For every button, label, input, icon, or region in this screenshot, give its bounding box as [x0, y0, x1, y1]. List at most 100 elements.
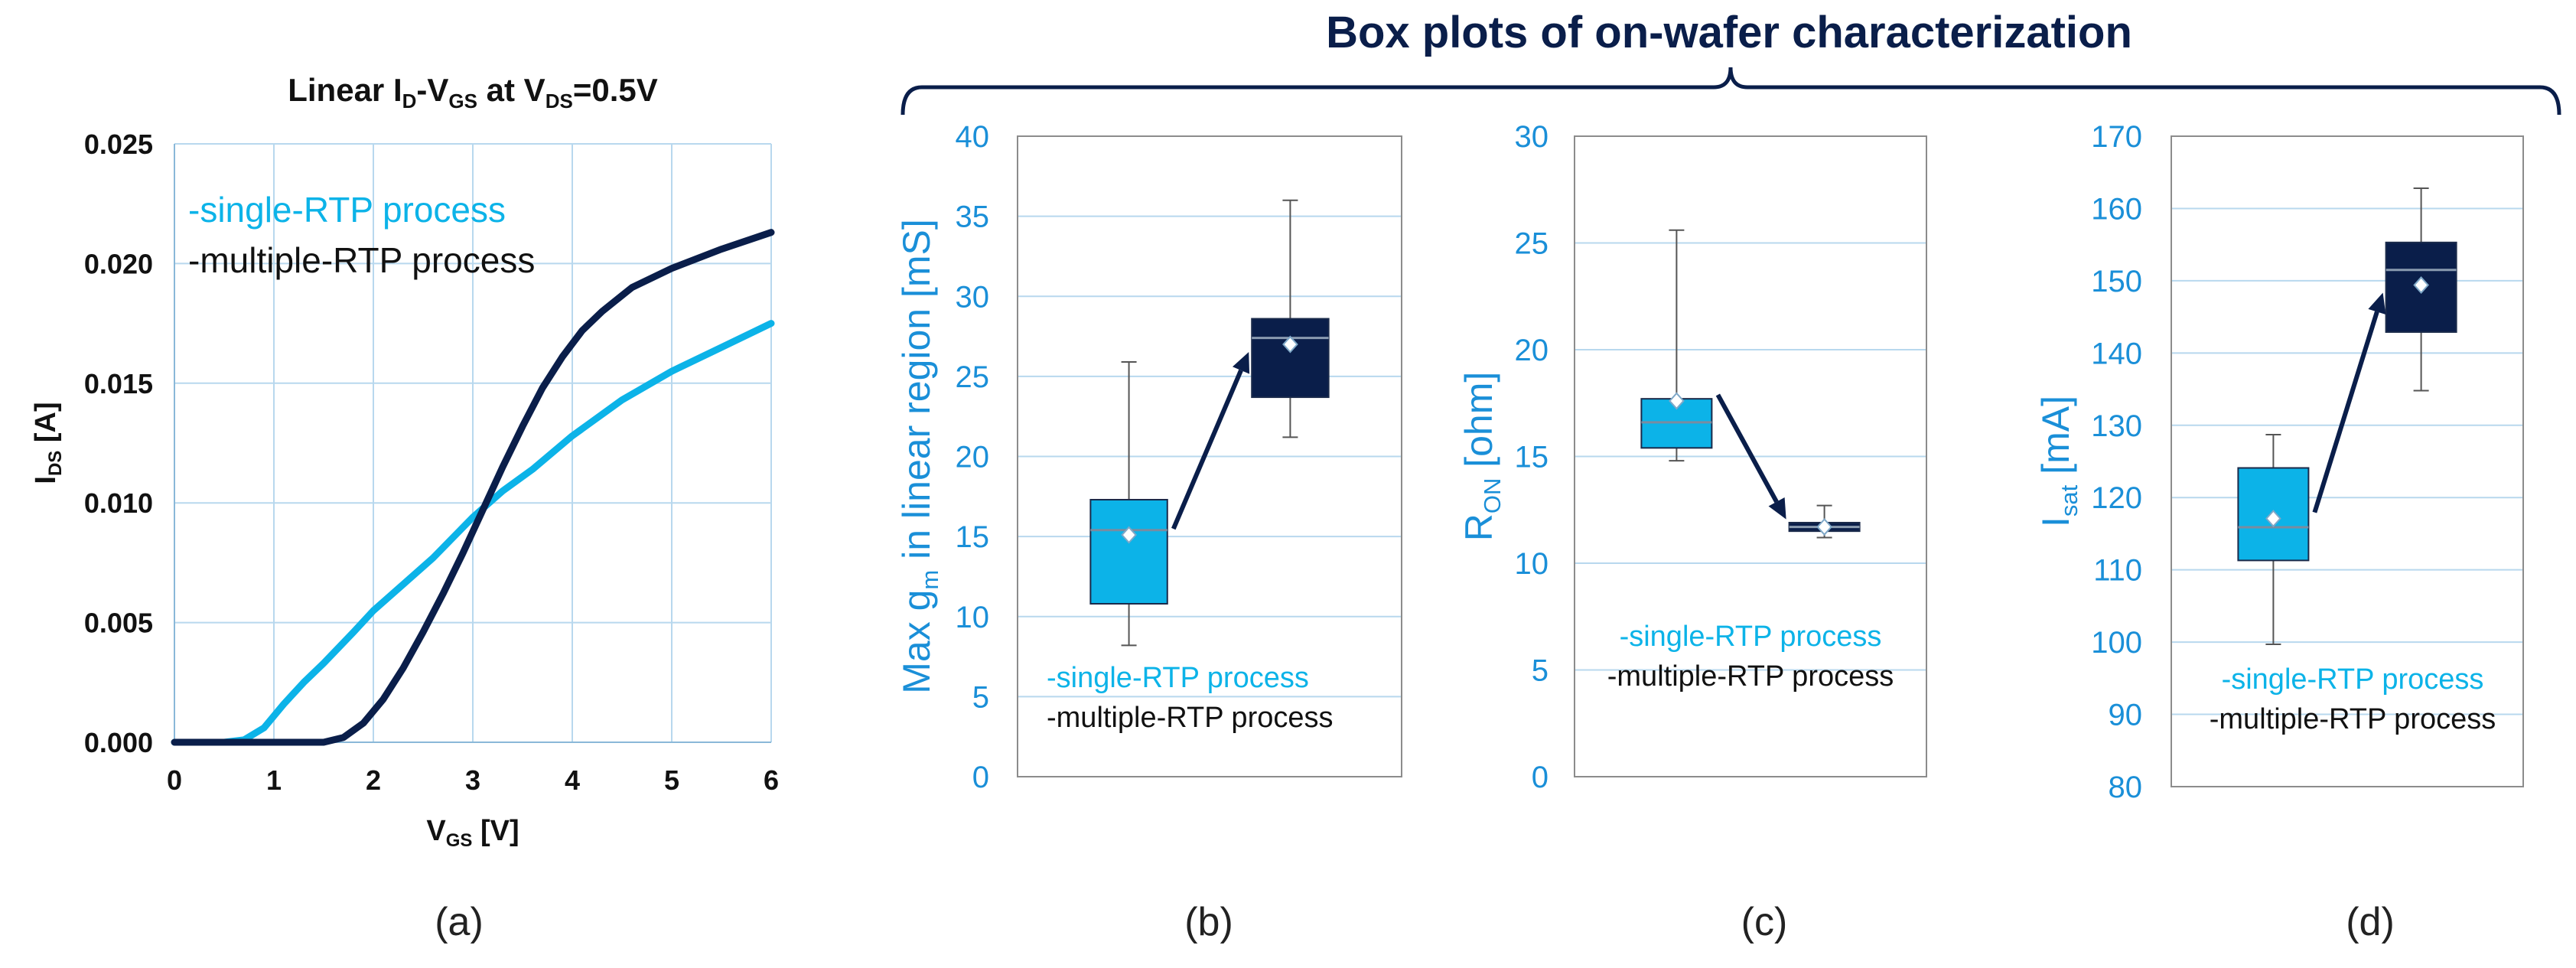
label-part: R [1457, 513, 1500, 541]
y-tick-label: 10 [956, 601, 990, 634]
label-part: at V [477, 72, 545, 108]
trend-arrow-head [2368, 292, 2386, 315]
subscript: GS [448, 90, 477, 112]
y-tick-label: 15 [1515, 441, 1549, 474]
legend-single-rtp: -single-RTP process [2222, 663, 2484, 696]
y-tick-label: 100 [2091, 626, 2142, 660]
label-part: [ohm] [1457, 372, 1500, 478]
plot-frame [1017, 135, 1402, 777]
y-tick-label: 0.005 [84, 608, 153, 639]
mean-marker [1816, 518, 1832, 536]
y-axis-label: RON [ohm] [1457, 372, 1506, 542]
mean-marker [1121, 526, 1137, 544]
y-tick-label: 0 [1532, 761, 1549, 794]
y-tick-label: 10 [1515, 547, 1549, 581]
x-tick-label: 0 [167, 764, 182, 796]
y-tick-label: 140 [2091, 337, 2142, 370]
panel-caption: (d) [2346, 900, 2395, 944]
series-line-multiple-rtp [171, 229, 775, 746]
panel-d: 80 90 100 110 120 130 140 150 160 170 -single-RTP … [2034, 120, 2524, 804]
subscript: D [402, 90, 417, 112]
mean-marker [1282, 335, 1298, 354]
y-tick-label: 110 [2093, 554, 2142, 588]
legend-single-rtp: -single-RTP process [1047, 662, 1309, 694]
header-title: Box plots of on-wafer characterization [1326, 8, 2132, 57]
plot-frame [2171, 135, 2524, 787]
trend-arrow-shaft [1171, 369, 1243, 530]
box-single-rtp [1640, 229, 1713, 462]
trend-arrow-head [1232, 352, 1250, 374]
series-line-single-rtp [171, 320, 775, 746]
trend-arrow-shaft [1715, 393, 1779, 504]
legend-single-rtp: -single-RTP process [1620, 621, 1882, 653]
y-tick-label: 15 [956, 520, 990, 554]
mean-marker [2265, 510, 2281, 528]
y-tick-label: 20 [1515, 334, 1549, 367]
y-tick-label: 30 [1515, 120, 1549, 154]
x-tick-label: 1 [266, 764, 282, 796]
subscript: DS [45, 451, 66, 476]
trend-arrow-head [1768, 497, 1786, 520]
panel-b: 0 5 10 15 20 25 30 35 40 -single-RTP process -mult… [895, 120, 1402, 794]
y-tick-label: 40 [956, 120, 990, 154]
panel-c: 0 5 10 15 20 25 30 -single-RTP process -multiple… [1457, 120, 1927, 794]
y-tick-label: 25 [956, 360, 990, 394]
label-part: V [426, 815, 446, 847]
subscript: m [917, 570, 943, 590]
subscript: sat [2056, 484, 2083, 517]
subscript: DS [545, 90, 573, 112]
y-tick-label: 80 [2109, 771, 2143, 804]
box-single-rtp [1089, 361, 1168, 647]
y-tick-label: 30 [956, 280, 990, 314]
y-tick-label: 150 [2091, 265, 2142, 298]
subscript: ON [1479, 478, 1506, 514]
panel-caption: (c) [1741, 900, 1788, 944]
label-part: I [30, 476, 62, 484]
y-tick-label: 90 [2109, 699, 2143, 732]
legend-multiple-rtp: -multiple-RTP process [2210, 703, 2496, 735]
box-multiple-rtp [1251, 199, 1330, 438]
y-tick-label: 35 [956, 200, 990, 234]
subscript: GS [446, 830, 473, 851]
y-tick-label: 5 [1532, 654, 1549, 688]
box-single-rtp [2237, 434, 2310, 645]
y-tick-label: 0.025 [84, 129, 153, 160]
box-iqr [1089, 498, 1168, 605]
x-tick-label: 2 [366, 764, 381, 796]
y-axis-label: Isat [mA] [2034, 396, 2083, 527]
x-tick-label: 6 [764, 764, 779, 796]
box-multiple-rtp [1788, 504, 1861, 539]
y-tick-label: 0.010 [84, 487, 153, 519]
label-part: I [2034, 517, 2077, 527]
y-tick-label: 25 [1515, 227, 1549, 261]
y-tick-label: 20 [956, 441, 990, 474]
y-tick-label: 0.020 [84, 248, 153, 279]
label-part: [A] [30, 402, 62, 450]
legend-multiple-rtp: -multiple-RTP process [188, 240, 535, 280]
mean-marker [1669, 392, 1685, 410]
label-part: [V] [472, 815, 519, 847]
legend-multiple-rtp: -multiple-RTP process [1047, 702, 1334, 734]
y-tick-label: 130 [2091, 409, 2142, 443]
box-iqr [1251, 318, 1330, 399]
y-tick-label: 120 [2091, 481, 2142, 515]
label-part: [mA] [2034, 396, 2077, 485]
mean-marker [2413, 276, 2429, 295]
y-axis-label: Max gm in linear region [mS] [895, 219, 943, 694]
panel-caption: (a) [435, 900, 484, 944]
legend-multiple-rtp: -multiple-RTP process [1607, 660, 1894, 693]
label-part: Max g [895, 590, 938, 694]
x-axis-label: VGS [V] [426, 815, 519, 851]
x-tick-label: 4 [565, 764, 580, 796]
box-multiple-rtp [2385, 187, 2457, 392]
label-part: Linear I [288, 72, 402, 108]
y-tick-label: 170 [2091, 120, 2142, 154]
plot-frame [1574, 135, 1927, 777]
y-tick-label: 0.015 [84, 368, 153, 399]
y-tick-label: 0.000 [84, 727, 153, 758]
y-tick-label: 0 [972, 761, 989, 794]
trend-arrow-shaft [2312, 311, 2379, 513]
legend-single-rtp: -single-RTP process [188, 190, 506, 230]
x-tick-label: 3 [465, 764, 480, 796]
